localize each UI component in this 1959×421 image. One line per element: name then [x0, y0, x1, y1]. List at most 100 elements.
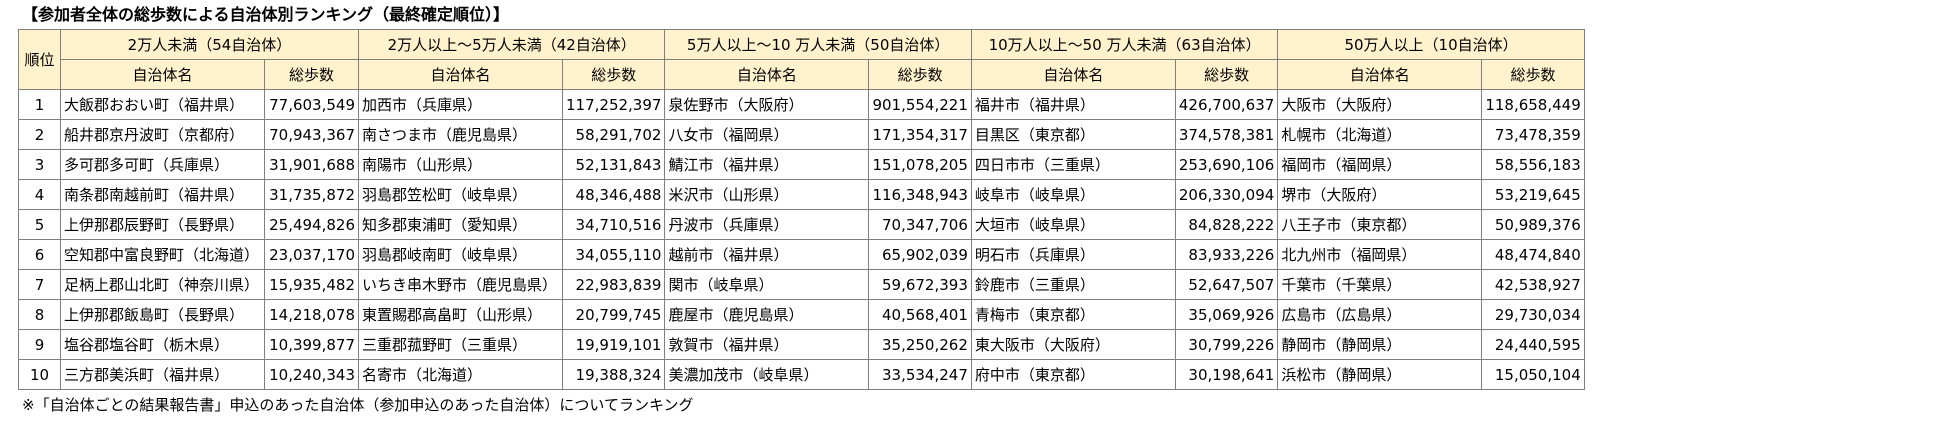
municipality-name-cell: 福井市（福井県） [970, 89, 1176, 120]
rank-cell: 1 [18, 89, 61, 120]
rank-column-header: 順位 [18, 29, 61, 90]
municipality-name-cell: 足柄上郡山北町（神奈川県） [60, 269, 265, 300]
rank-cell: 10 [18, 359, 61, 390]
group-header: 2万人未満（54自治体） [60, 29, 359, 60]
total-steps-cell: 58,556,183 [1481, 149, 1585, 180]
table-row: 1 大飯郡おおい町（福井県） 77,603,549 加西市（兵庫県） 117,252,3… [18, 89, 1585, 120]
municipality-name-cell: 米沢市（山形県） [664, 179, 870, 210]
rank-cell: 3 [18, 149, 61, 180]
total-steps-cell: 374,578,381 [1174, 119, 1279, 150]
municipality-name-cell: 八王子市（東京都） [1277, 209, 1483, 240]
municipality-name-cell: 空知郡中富良野町（北海道） [60, 239, 265, 270]
table-title: 【参加者全体の総歩数による自治体別ランキング（最終確定順位）】 [22, 5, 510, 24]
total-steps-cell: 33,534,247 [868, 359, 972, 390]
steps-column-header: 総歩数 [1174, 59, 1279, 90]
steps-column-header: 総歩数 [561, 59, 666, 90]
name-column-header: 自治体名 [358, 59, 563, 90]
municipality-name-cell: 名寄市（北海道） [358, 359, 563, 390]
municipality-name-cell: 関市（岐阜県） [664, 269, 870, 300]
table-row: 5 上伊那郡辰野町（長野県） 25,494,826 知多郡東浦町（愛知県） 34,710… [18, 209, 1585, 240]
municipality-name-cell: 泉佐野市（大阪府） [664, 89, 870, 120]
municipality-name-cell: 鯖江市（福井県） [664, 149, 870, 180]
municipality-name-cell: 札幌市（北海道） [1277, 119, 1483, 150]
steps-column-header: 総歩数 [264, 59, 359, 90]
total-steps-cell: 31,901,688 [264, 149, 359, 180]
municipality-name-cell: 大垣市（岐阜県） [970, 209, 1176, 240]
municipality-name-cell: 三方郡美浜町（福井県） [60, 359, 265, 390]
municipality-name-cell: 三重郡菰野町（三重県） [358, 329, 563, 360]
total-steps-cell: 14,218,078 [264, 299, 359, 330]
total-steps-cell: 171,354,317 [868, 119, 972, 150]
municipality-name-cell: 四日市市（三重県） [970, 149, 1176, 180]
table-row: 9 塩谷郡塩谷町（栃木県） 10,399,877 三重郡菰野町（三重県） 19,919,… [18, 329, 1585, 360]
municipality-name-cell: 明石市（兵庫県） [970, 239, 1176, 270]
municipality-name-cell: 府中市（東京都） [970, 359, 1176, 390]
rank-cell: 2 [18, 119, 61, 150]
total-steps-cell: 23,037,170 [264, 239, 359, 270]
total-steps-cell: 53,219,645 [1481, 179, 1585, 210]
total-steps-cell: 19,388,324 [561, 359, 666, 390]
total-steps-cell: 10,399,877 [264, 329, 359, 360]
total-steps-cell: 22,983,839 [561, 269, 666, 300]
total-steps-cell: 70,347,706 [868, 209, 972, 240]
name-column-header: 自治体名 [970, 59, 1176, 90]
table-row: 2 船井郡京丹波町（京都府） 70,943,367 南さつま市（鹿児島県） 58,291… [18, 119, 1585, 150]
municipality-name-cell: 塩谷郡塩谷町（栃木県） [60, 329, 265, 360]
municipality-name-cell: 堺市（大阪府） [1277, 179, 1483, 210]
rank-cell: 9 [18, 329, 61, 360]
total-steps-cell: 50,989,376 [1481, 209, 1585, 240]
total-steps-cell: 116,348,943 [868, 179, 972, 210]
total-steps-cell: 73,478,359 [1481, 119, 1585, 150]
total-steps-cell: 426,700,637 [1174, 89, 1279, 120]
municipality-name-cell: 知多郡東浦町（愛知県） [358, 209, 563, 240]
municipality-name-cell: 目黒区（東京都） [970, 119, 1176, 150]
group-header: 2万人以上～5万人未満（42自治体） [357, 29, 666, 60]
total-steps-cell: 19,919,101 [561, 329, 666, 360]
municipality-name-cell: 船井郡京丹波町（京都府） [60, 119, 265, 150]
table-header: 順位 2万人未満（54自治体） 2万人以上～5万人未満（42自治体） 5万人以上… [18, 29, 1585, 90]
municipality-name-cell: 丹波市（兵庫県） [664, 209, 870, 240]
municipality-name-cell: 千葉市（千葉県） [1277, 269, 1483, 300]
municipality-name-cell: 浜松市（静岡県） [1277, 359, 1483, 390]
steps-column-header: 総歩数 [868, 59, 972, 90]
rank-cell: 4 [18, 179, 61, 210]
total-steps-cell: 77,603,549 [264, 89, 359, 120]
total-steps-cell: 52,131,843 [561, 149, 666, 180]
municipality-name-cell: 南条郡南越前町（福井県） [60, 179, 265, 210]
municipality-name-cell: 南陽市（山形県） [358, 149, 563, 180]
municipality-name-cell: 上伊那郡飯島町（長野県） [60, 299, 265, 330]
municipality-name-cell: 鈴鹿市（三重県） [970, 269, 1176, 300]
municipality-name-cell: 北九州市（福岡県） [1277, 239, 1483, 270]
total-steps-cell: 25,494,826 [264, 209, 359, 240]
municipality-name-cell: 青梅市（東京都） [970, 299, 1176, 330]
municipality-name-cell: 福岡市（福岡県） [1277, 149, 1483, 180]
total-steps-cell: 31,735,872 [264, 179, 359, 210]
total-steps-cell: 58,291,702 [561, 119, 666, 150]
table-body: 1 大飯郡おおい町（福井県） 77,603,549 加西市（兵庫県） 117,252,3… [18, 89, 1585, 390]
total-steps-cell: 83,933,226 [1174, 239, 1279, 270]
municipality-name-cell: 広島市（広島県） [1277, 299, 1483, 330]
table-row: 6 空知郡中富良野町（北海道） 23,037,170 羽島郡岐南町（岐阜県） 34,05… [18, 239, 1585, 270]
municipality-name-cell: 越前市（福井県） [664, 239, 870, 270]
total-steps-cell: 48,474,840 [1481, 239, 1585, 270]
total-steps-cell: 29,730,034 [1481, 299, 1585, 330]
municipality-name-cell: 南さつま市（鹿児島県） [358, 119, 563, 150]
group-header: 50万人以上（10自治体） [1277, 29, 1585, 60]
municipality-name-cell: 羽島郡岐南町（岐阜県） [358, 239, 563, 270]
group-header: 10万人以上～50 万人未満（63自治体） [970, 29, 1279, 60]
municipality-name-cell: 羽島郡笠松町（岐阜県） [358, 179, 563, 210]
total-steps-cell: 10,240,343 [264, 359, 359, 390]
total-steps-cell: 206,330,094 [1174, 179, 1279, 210]
municipality-name-cell: 多可郡多可町（兵庫県） [60, 149, 265, 180]
total-steps-cell: 118,658,449 [1481, 89, 1585, 120]
municipality-name-cell: 美濃加茂市（岐阜県） [664, 359, 870, 390]
total-steps-cell: 30,799,226 [1174, 329, 1279, 360]
table-row: 3 多可郡多可町（兵庫県） 31,901,688 南陽市（山形県） 52,131,843… [18, 149, 1585, 180]
municipality-name-cell: 鹿屋市（鹿児島県） [664, 299, 870, 330]
total-steps-cell: 59,672,393 [868, 269, 972, 300]
total-steps-cell: 84,828,222 [1174, 209, 1279, 240]
total-steps-cell: 15,050,104 [1481, 359, 1585, 390]
table-row: 7 足柄上郡山北町（神奈川県） 15,935,482 いちき串木野市（鹿児島県） 22,… [18, 269, 1585, 300]
total-steps-cell: 42,538,927 [1481, 269, 1585, 300]
table-row: 10 三方郡美浜町（福井県） 10,240,343 名寄市（北海道） 19,388,32… [18, 359, 1585, 390]
